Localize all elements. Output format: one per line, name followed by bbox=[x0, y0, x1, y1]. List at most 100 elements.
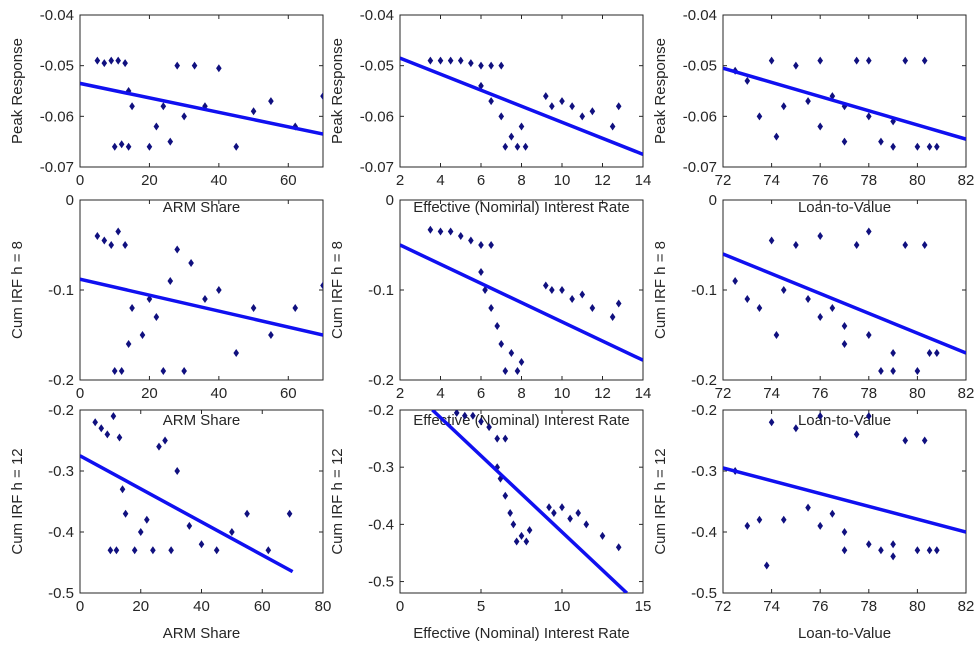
x-tick-label: 2 bbox=[396, 385, 404, 402]
x-tick-label: 76 bbox=[812, 172, 829, 189]
point bbox=[94, 232, 101, 240]
x-axis-label: ARM Share bbox=[163, 199, 241, 216]
point bbox=[162, 436, 168, 445]
panel: 2 4 6 8 10 12 14 -0.2 -0.1 0 Effective (Nominal) I… bbox=[329, 192, 651, 429]
x-tick-label: 40 bbox=[211, 385, 228, 402]
point bbox=[101, 59, 108, 68]
point bbox=[768, 56, 775, 65]
x-tick-label: 20 bbox=[141, 172, 158, 189]
point bbox=[125, 340, 132, 348]
point bbox=[488, 304, 494, 312]
x-tick-label: 20 bbox=[141, 385, 158, 402]
point bbox=[768, 418, 775, 427]
point bbox=[549, 102, 555, 111]
point bbox=[510, 520, 517, 529]
point bbox=[427, 56, 434, 65]
point bbox=[153, 122, 160, 131]
point bbox=[773, 132, 780, 141]
point bbox=[292, 304, 299, 312]
y-tick-label: -0.2 bbox=[48, 402, 74, 419]
point bbox=[216, 64, 222, 73]
point bbox=[866, 227, 872, 236]
point bbox=[502, 142, 509, 151]
point bbox=[513, 537, 520, 546]
point bbox=[890, 349, 896, 357]
x-tick-label: 4 bbox=[436, 172, 444, 189]
point bbox=[131, 546, 138, 555]
point bbox=[502, 491, 509, 500]
point bbox=[447, 227, 454, 236]
point bbox=[768, 236, 775, 245]
point bbox=[526, 526, 533, 535]
point bbox=[934, 142, 940, 151]
point bbox=[110, 412, 117, 421]
y-axis-label: Cum IRF h = 8 bbox=[329, 241, 346, 339]
x-tick-label: 12 bbox=[594, 385, 611, 402]
y-axis-label: Peak Response bbox=[652, 38, 669, 144]
point bbox=[498, 61, 505, 70]
y-tick-label: -0.5 bbox=[691, 585, 717, 602]
point bbox=[250, 107, 257, 116]
point bbox=[763, 561, 770, 570]
fit-line bbox=[723, 66, 966, 141]
y-axis-label: Cum IRF h = 8 bbox=[652, 241, 669, 339]
point bbox=[486, 423, 492, 432]
point bbox=[853, 241, 860, 249]
point bbox=[94, 56, 101, 65]
y-tick-label: -0.07 bbox=[360, 159, 394, 176]
y-tick-label: -0.04 bbox=[40, 7, 74, 24]
point bbox=[853, 430, 860, 439]
x-tick-label: 12 bbox=[594, 172, 611, 189]
x-tick-label: 82 bbox=[958, 598, 975, 615]
point bbox=[320, 92, 323, 101]
axes-box bbox=[722, 409, 967, 594]
point bbox=[494, 322, 500, 330]
point bbox=[129, 102, 135, 111]
point bbox=[137, 528, 144, 536]
point bbox=[569, 295, 575, 303]
point bbox=[589, 107, 596, 116]
x-tick-label: 15 bbox=[635, 598, 652, 615]
point bbox=[615, 102, 622, 111]
x-axis-label: Effective (Nominal) Interest Rate bbox=[413, 625, 629, 642]
point bbox=[732, 277, 738, 285]
point bbox=[841, 137, 848, 146]
x-axis-label: Loan-to-Value bbox=[798, 199, 891, 216]
point bbox=[805, 295, 811, 303]
point bbox=[793, 61, 799, 70]
point bbox=[878, 546, 884, 555]
point bbox=[160, 367, 167, 375]
point bbox=[488, 97, 494, 106]
point bbox=[793, 424, 799, 433]
panel: 72 74 76 78 80 82 -0.07 -0.06 -0.05 -0.04 Loan-to-… bbox=[652, 7, 974, 216]
x-tick-label: 76 bbox=[812, 385, 829, 402]
point bbox=[437, 56, 444, 65]
point bbox=[188, 259, 194, 267]
x-tick-label: 82 bbox=[958, 385, 975, 402]
y-tick-label: -0.2 bbox=[691, 372, 717, 389]
y-tick-label: -0.04 bbox=[360, 7, 394, 24]
point bbox=[805, 97, 811, 106]
x-tick-label: 76 bbox=[812, 598, 829, 615]
y-tick-label: -0.05 bbox=[683, 58, 717, 75]
point bbox=[543, 92, 549, 101]
point bbox=[829, 304, 836, 312]
y-tick-label: -0.05 bbox=[360, 58, 394, 75]
point bbox=[579, 112, 586, 121]
point bbox=[756, 304, 763, 312]
point bbox=[191, 61, 198, 70]
point bbox=[853, 56, 860, 65]
point bbox=[427, 225, 434, 234]
point bbox=[153, 313, 160, 321]
point bbox=[265, 546, 272, 555]
point bbox=[773, 331, 780, 339]
point bbox=[244, 509, 250, 518]
y-axis-label: Cum IRF h = 12 bbox=[329, 448, 346, 554]
point bbox=[478, 241, 484, 249]
point bbox=[902, 436, 909, 445]
point bbox=[160, 102, 167, 111]
x-tick-label: 72 bbox=[715, 385, 732, 402]
panel: 0 5 10 15 -0.5 -0.4 -0.3 -0.2 Effective (Nominal… bbox=[329, 402, 651, 642]
x-tick-label: 4 bbox=[436, 385, 444, 402]
panel: 0 20 40 60 80 -0.5 -0.4 -0.3 -0.2 ARM Share Cum IR… bbox=[9, 402, 331, 642]
